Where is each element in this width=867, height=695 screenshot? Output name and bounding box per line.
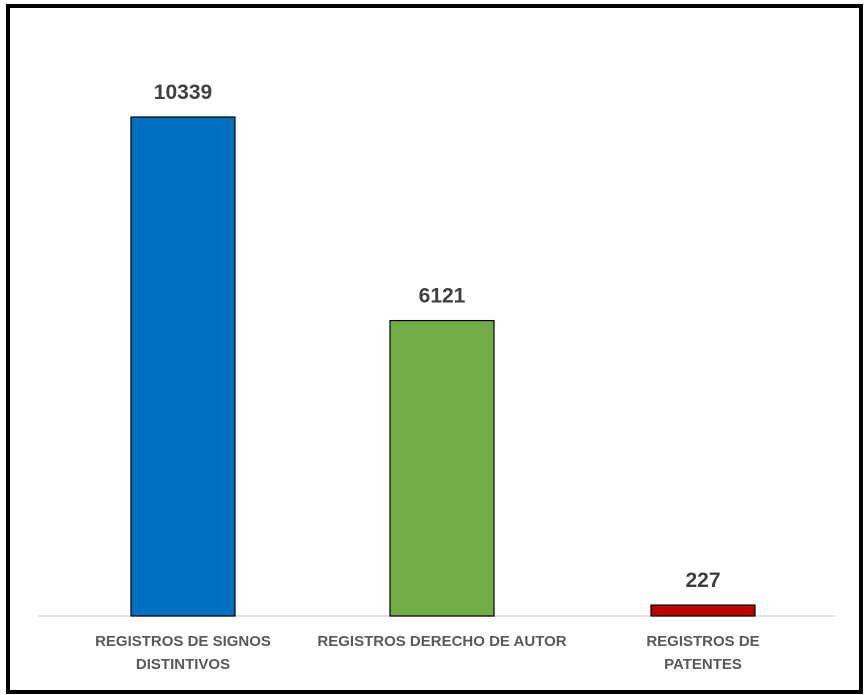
bar (130, 116, 236, 617)
chart-frame (6, 4, 863, 694)
value-label: 10339 (154, 81, 212, 104)
x-tick-label: REGISTROS DE PATENTES (646, 633, 760, 673)
value-label: 227 (685, 569, 720, 592)
value-label: 6121 (419, 285, 466, 308)
bar (650, 604, 756, 617)
x-tick-label: REGISTROS DERECHO DE AUTOR (317, 633, 567, 650)
bar (389, 319, 495, 617)
x-tick-label: REGISTROS DE SIGNOS DISTINTIVOS (95, 633, 271, 673)
